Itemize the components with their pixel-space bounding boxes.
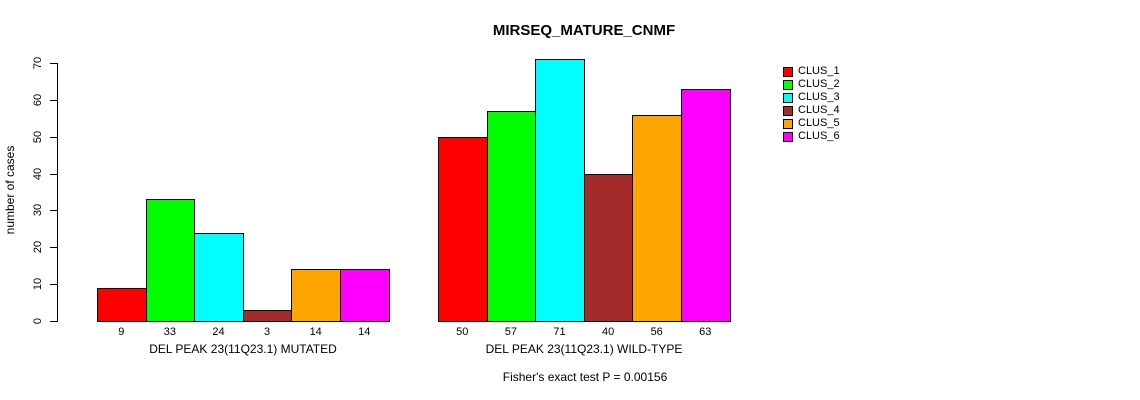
bar-value-label: 71	[553, 326, 566, 338]
legend-swatch-icon	[783, 79, 793, 90]
bar-value-label: 57	[504, 326, 518, 338]
y-tick-label: 0	[32, 317, 44, 325]
bar-clus_4-mutated	[242, 309, 293, 322]
bar-value-label: 40	[601, 326, 615, 338]
bar-clus_6-wild-type	[681, 88, 731, 322]
y-tick-label: 30	[32, 204, 44, 217]
y-tick-label: 40	[32, 167, 44, 180]
bar-clus_1-wild-type	[438, 136, 488, 322]
legend: CLUS_1 CLUS_2 CLUS_3 CLUS_4 CLUS_5 CLUS_6	[783, 65, 840, 143]
bar-clus_6-mutated	[340, 269, 390, 322]
bar-clus_5-wild-type	[632, 114, 682, 322]
bar-clus_1-mutated	[97, 287, 147, 322]
legend-swatch-icon	[783, 105, 793, 116]
bar-clus_2-mutated	[145, 199, 196, 322]
y-tick	[50, 284, 57, 286]
y-tick	[50, 63, 57, 64]
bar-value-label: 56	[650, 326, 663, 338]
bar-value-label: 9	[118, 326, 125, 338]
legend-item-clus_4: CLUS_4	[783, 104, 840, 117]
bar-value-label: 14	[309, 326, 322, 338]
legend-label: CLUS_4	[798, 104, 840, 116]
y-tick	[50, 321, 57, 322]
bar-value-label: 24	[212, 326, 225, 338]
y-tick-label: 10	[32, 278, 44, 291]
bar-value-label: 33	[163, 326, 177, 338]
legend-item-clus_2: CLUS_2	[783, 78, 840, 91]
y-tick-label: 20	[32, 241, 44, 254]
bar-value-label: 3	[264, 326, 271, 338]
legend-swatch-icon	[783, 131, 793, 142]
bar-value-label: 63	[699, 326, 712, 338]
bar-clus_3-mutated	[194, 232, 244, 322]
y-tick-label: 70	[32, 56, 44, 70]
legend-swatch-icon	[783, 66, 793, 77]
legend-label: CLUS_2	[798, 78, 840, 90]
fisher-test-annotation: Fisher's exact test P = 0.00156	[502, 370, 668, 384]
group-label-wild-type: DEL PEAK 23(11Q23.1) WILD-TYPE	[485, 342, 683, 356]
legend-item-clus_1: CLUS_1	[783, 65, 840, 78]
chart-title: MIRSEQ_MATURE_CNMF	[492, 22, 676, 39]
y-tick	[50, 210, 57, 212]
legend-label: CLUS_5	[798, 117, 840, 129]
legend-label: CLUS_1	[798, 65, 840, 77]
bar-clus_4-wild-type	[583, 173, 634, 322]
y-tick	[50, 136, 57, 138]
y-tick	[50, 173, 57, 175]
y-tick-label: 60	[32, 93, 44, 106]
bar-value-label: 14	[358, 326, 371, 338]
legend-swatch-icon	[783, 118, 793, 129]
bar-clus_2-wild-type	[486, 110, 537, 322]
y-axis-line	[57, 63, 58, 322]
bar-clus_3-wild-type	[535, 59, 585, 322]
legend-item-clus_3: CLUS_3	[783, 91, 840, 104]
legend-item-clus_5: CLUS_5	[783, 117, 840, 130]
y-tick	[50, 99, 57, 101]
bar-value-label: 50	[456, 326, 469, 338]
legend-label: CLUS_3	[798, 91, 840, 103]
y-tick-label: 50	[32, 130, 44, 143]
legend-item-clus_6: CLUS_6	[783, 130, 840, 143]
legend-swatch-icon	[783, 92, 793, 103]
y-tick	[50, 247, 57, 249]
legend-label: CLUS_6	[798, 130, 840, 142]
bar-clus_5-mutated	[291, 269, 341, 322]
group-label-mutated: DEL PEAK 23(11Q23.1) MUTATED	[149, 342, 337, 356]
y-axis-title: number of cases	[3, 145, 17, 235]
